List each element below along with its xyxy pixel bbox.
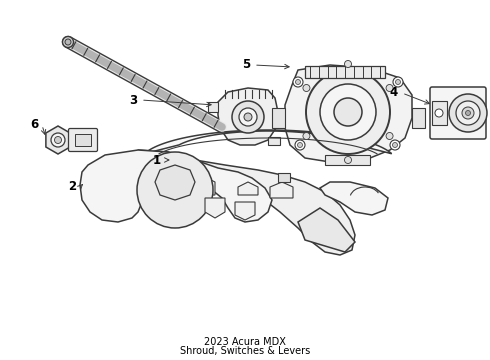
Circle shape xyxy=(449,94,487,132)
Circle shape xyxy=(63,36,74,48)
Bar xyxy=(325,155,370,165)
Circle shape xyxy=(395,80,400,85)
Polygon shape xyxy=(238,182,258,195)
Circle shape xyxy=(295,140,305,150)
Polygon shape xyxy=(208,102,218,112)
Circle shape xyxy=(344,60,351,68)
Text: 2023 Acura MDX: 2023 Acura MDX xyxy=(204,337,286,347)
Circle shape xyxy=(51,133,65,147)
Polygon shape xyxy=(320,182,388,215)
Polygon shape xyxy=(138,150,355,255)
Circle shape xyxy=(303,132,310,139)
Circle shape xyxy=(239,108,257,126)
Polygon shape xyxy=(235,202,255,220)
Polygon shape xyxy=(270,182,293,198)
Text: Shroud, Switches & Levers: Shroud, Switches & Levers xyxy=(180,346,310,356)
Text: 2: 2 xyxy=(68,180,76,194)
Text: 1: 1 xyxy=(153,153,161,166)
FancyBboxPatch shape xyxy=(430,87,486,139)
Circle shape xyxy=(295,80,300,85)
Text: 3: 3 xyxy=(129,94,137,107)
Circle shape xyxy=(393,77,403,87)
Circle shape xyxy=(293,77,303,87)
Circle shape xyxy=(386,85,393,91)
Polygon shape xyxy=(218,88,278,145)
Circle shape xyxy=(306,70,390,154)
Circle shape xyxy=(244,113,252,121)
Circle shape xyxy=(390,140,400,150)
Bar xyxy=(268,137,280,145)
Text: 5: 5 xyxy=(242,58,250,72)
FancyBboxPatch shape xyxy=(69,129,98,152)
Circle shape xyxy=(65,39,71,45)
Bar xyxy=(305,66,385,78)
Circle shape xyxy=(435,109,443,117)
Polygon shape xyxy=(272,108,285,128)
Circle shape xyxy=(297,143,302,148)
Circle shape xyxy=(466,111,470,116)
Circle shape xyxy=(303,85,310,91)
Bar xyxy=(432,101,447,125)
Circle shape xyxy=(320,84,376,140)
Polygon shape xyxy=(412,108,425,128)
Circle shape xyxy=(137,152,213,228)
Text: 6: 6 xyxy=(30,118,38,131)
Polygon shape xyxy=(285,65,412,162)
Text: 4: 4 xyxy=(390,86,398,99)
Polygon shape xyxy=(298,208,355,252)
Polygon shape xyxy=(155,165,195,200)
Circle shape xyxy=(334,98,362,126)
Circle shape xyxy=(344,157,351,163)
Polygon shape xyxy=(195,177,215,195)
Bar xyxy=(75,134,91,146)
Polygon shape xyxy=(205,198,225,218)
Circle shape xyxy=(386,132,393,140)
Polygon shape xyxy=(46,126,70,154)
Circle shape xyxy=(456,101,480,125)
Polygon shape xyxy=(145,130,392,154)
Circle shape xyxy=(392,143,397,148)
Circle shape xyxy=(54,136,62,144)
Bar xyxy=(278,173,290,182)
Polygon shape xyxy=(80,150,272,222)
Circle shape xyxy=(232,101,264,133)
Circle shape xyxy=(462,107,474,119)
